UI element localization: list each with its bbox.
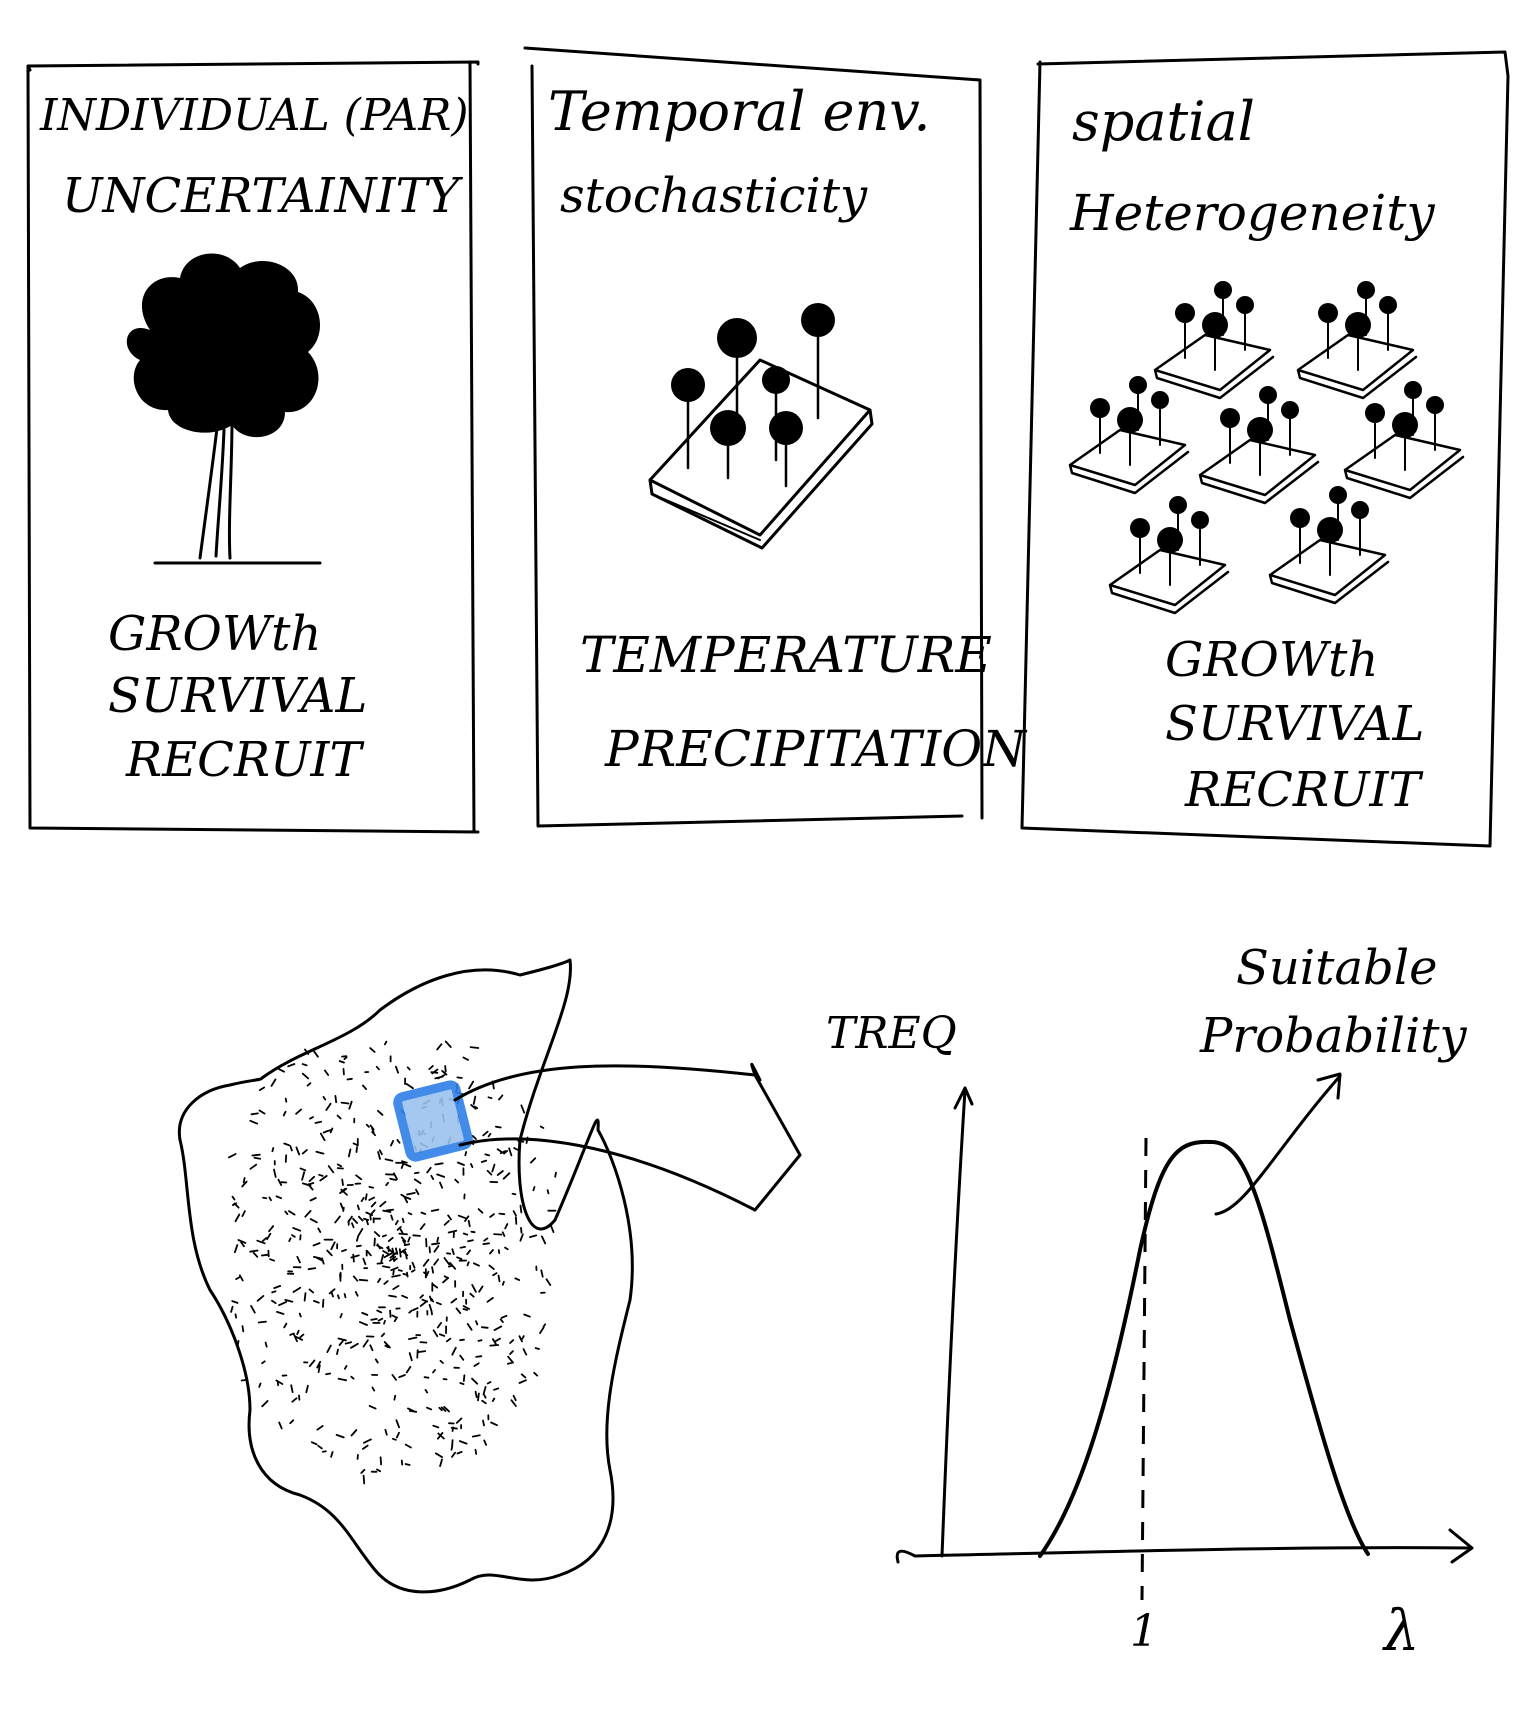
small-plot-icon	[1268, 486, 1390, 605]
y-axis	[940, 1086, 974, 1558]
annotation-arrow	[1214, 1072, 1342, 1216]
small-plot-icon	[1068, 376, 1190, 495]
highlight-cell	[393, 1080, 473, 1162]
x-axis-label: λ	[1382, 1599, 1420, 1664]
lambda-one-line	[1140, 1137, 1148, 1601]
occurrence-stipple	[228, 1040, 557, 1485]
multiple-plots-icon	[1068, 281, 1465, 615]
panel-3-title-line1: spatial	[1072, 90, 1255, 153]
tree-icon	[126, 253, 322, 565]
small-plot-icon	[1296, 281, 1418, 400]
panel-individual-uncertainty: INDIVIDUAL (PAR) UNCERTAINITY GROWth SUR…	[26, 60, 480, 834]
range-map-outline	[177, 958, 634, 1594]
panel-2-item-1: TEMPERATURE	[580, 626, 992, 684]
panel-2-title-line1: Temporal env.	[548, 80, 931, 143]
y-axis-label: TREQ	[826, 1008, 957, 1059]
frequency-curve	[1038, 1139, 1370, 1558]
lambda-frequency-plot: TREQ 1 λ Suitable Probability	[826, 940, 1474, 1664]
x-tick-1: 1	[1130, 1606, 1158, 1657]
panel-temporal-stochasticity: Temporal env. stochasticity TEMPERATURE …	[523, 46, 1028, 828]
panel-1-item-2: SURVIVAL	[108, 668, 367, 724]
panel-3-border	[1020, 50, 1510, 848]
small-plot-icon	[1153, 281, 1275, 400]
panel-1-border	[26, 60, 480, 834]
panel-3-item-2: SURVIVAL	[1165, 696, 1424, 752]
panel-1-title-line2: UNCERTAINITY	[62, 168, 464, 224]
panel-2-border	[523, 46, 984, 828]
panel-3-item-3: RECRUIT	[1184, 762, 1423, 818]
panel-3-title-line2: Heterogeneity	[1069, 184, 1435, 242]
panel-2-title-line2: stochasticity	[560, 168, 868, 224]
range-map	[177, 958, 802, 1594]
panel-3-item-1: GROWth	[1165, 632, 1378, 688]
annotation-line2: Probability	[1199, 1008, 1468, 1064]
panel-1-item-1: GROWth	[108, 606, 321, 662]
small-plot-icon	[1198, 386, 1320, 505]
panel-1-item-3: RECRUIT	[125, 732, 364, 788]
annotation-line1: Suitable	[1236, 940, 1438, 996]
panel-2-item-2: PRECIPITATION	[604, 720, 1028, 778]
small-plot-icon	[1108, 496, 1230, 615]
panel-1-title-line1: INDIVIDUAL (PAR)	[39, 90, 468, 141]
zoom-arrow	[453, 1062, 802, 1212]
small-plot-icon	[1343, 381, 1465, 500]
x-axis	[895, 1528, 1474, 1564]
plot-with-trees-icon	[648, 303, 874, 550]
panel-spatial-heterogeneity: spatial Heterogeneity GROWth SURVIVAL RE…	[1020, 50, 1510, 848]
